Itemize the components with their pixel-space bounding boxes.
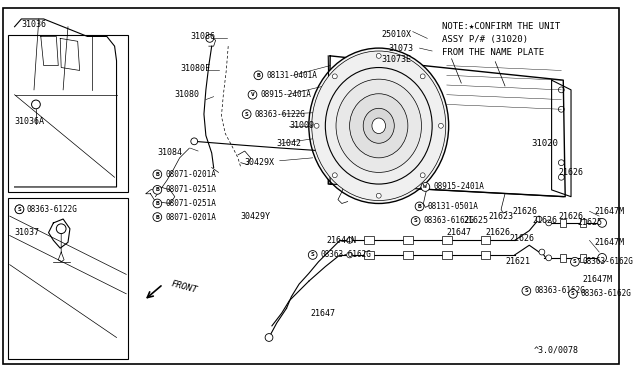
- Text: 08071-0201A: 08071-0201A: [165, 170, 216, 179]
- Text: 21647M: 21647M: [595, 207, 625, 216]
- Bar: [364, 237, 374, 244]
- Circle shape: [522, 286, 531, 295]
- Bar: [561, 254, 566, 262]
- Bar: [580, 219, 586, 227]
- Bar: [561, 219, 566, 227]
- Text: 21623: 21623: [488, 212, 513, 221]
- Bar: [481, 237, 490, 244]
- Text: 21626: 21626: [532, 217, 557, 225]
- Text: 08071-0251A: 08071-0251A: [165, 199, 216, 208]
- Text: B: B: [257, 73, 260, 78]
- Circle shape: [412, 217, 420, 225]
- Circle shape: [421, 183, 429, 191]
- Circle shape: [438, 124, 444, 128]
- Text: 21647M: 21647M: [595, 238, 625, 247]
- Text: 21644N: 21644N: [326, 236, 356, 245]
- Text: 30429Y: 30429Y: [241, 212, 271, 221]
- Bar: [442, 251, 452, 259]
- Circle shape: [420, 74, 425, 79]
- Text: 31037: 31037: [15, 228, 40, 237]
- Ellipse shape: [336, 79, 422, 172]
- Text: V: V: [251, 92, 254, 97]
- Bar: [481, 251, 490, 259]
- Bar: [580, 254, 586, 262]
- Bar: [364, 251, 374, 259]
- Ellipse shape: [364, 108, 394, 143]
- Text: S: S: [17, 207, 21, 212]
- Circle shape: [420, 173, 425, 178]
- Bar: [442, 237, 452, 244]
- Bar: [403, 251, 413, 259]
- Text: 21626: 21626: [510, 234, 535, 243]
- Circle shape: [332, 173, 337, 178]
- Bar: [403, 237, 413, 244]
- Circle shape: [248, 90, 257, 99]
- Circle shape: [153, 170, 162, 179]
- Text: 30429X: 30429X: [244, 158, 275, 167]
- Text: FRONT: FRONT: [170, 279, 198, 295]
- Text: B: B: [156, 187, 159, 192]
- Text: 21625: 21625: [578, 218, 603, 227]
- Text: 21625: 21625: [463, 217, 488, 225]
- Text: S: S: [414, 218, 417, 224]
- Text: 08131-0501A: 08131-0501A: [428, 202, 478, 211]
- Text: B: B: [156, 172, 159, 177]
- Text: 21626: 21626: [559, 212, 584, 221]
- Text: 08363-6162G: 08363-6162G: [321, 250, 371, 259]
- Text: S: S: [524, 288, 528, 294]
- Text: 21621: 21621: [505, 257, 530, 266]
- Text: 08363-6162G: 08363-6162G: [580, 289, 632, 298]
- Circle shape: [153, 199, 162, 208]
- Text: 31009: 31009: [289, 121, 314, 130]
- Circle shape: [570, 257, 579, 266]
- Circle shape: [15, 205, 24, 214]
- Circle shape: [536, 216, 542, 222]
- Circle shape: [376, 54, 381, 58]
- Circle shape: [568, 289, 577, 298]
- Circle shape: [415, 202, 424, 211]
- Ellipse shape: [309, 48, 449, 203]
- Text: NOTE:★CONFIRM THE UNIT
ASSY P/# (31020)
FROM THE NAME PLATE: NOTE:★CONFIRM THE UNIT ASSY P/# (31020) …: [442, 22, 560, 57]
- Circle shape: [332, 74, 337, 79]
- Circle shape: [559, 174, 564, 180]
- Ellipse shape: [372, 118, 385, 134]
- Text: S: S: [573, 259, 577, 264]
- Text: 21647: 21647: [447, 228, 472, 237]
- Text: 21647M: 21647M: [582, 275, 612, 284]
- Text: B: B: [418, 204, 421, 209]
- Text: 31020: 31020: [531, 139, 558, 148]
- Text: B: B: [156, 215, 159, 219]
- Circle shape: [347, 252, 353, 258]
- Circle shape: [243, 110, 251, 119]
- Text: 21626: 21626: [513, 207, 538, 216]
- Text: 08915-2401A: 08915-2401A: [260, 90, 311, 99]
- Circle shape: [347, 237, 353, 243]
- Text: B: B: [156, 201, 159, 206]
- Text: 31086: 31086: [190, 32, 215, 41]
- Bar: [8, 198, 128, 359]
- Text: S: S: [244, 112, 248, 117]
- Circle shape: [153, 213, 162, 221]
- Text: 31042: 31042: [276, 139, 302, 148]
- Circle shape: [314, 124, 319, 128]
- Ellipse shape: [325, 68, 432, 184]
- Text: 08363-6162G: 08363-6162G: [534, 286, 585, 295]
- Circle shape: [598, 253, 607, 262]
- Circle shape: [265, 334, 273, 341]
- Text: S: S: [311, 253, 315, 257]
- Circle shape: [308, 251, 317, 259]
- Text: 31036: 31036: [21, 20, 46, 29]
- Circle shape: [559, 106, 564, 112]
- Text: 08915-2401A: 08915-2401A: [433, 183, 484, 192]
- Text: 21626: 21626: [559, 168, 584, 177]
- Text: W: W: [424, 185, 428, 189]
- Circle shape: [206, 35, 214, 42]
- Text: 08363-6122G: 08363-6122G: [255, 110, 305, 119]
- Circle shape: [559, 160, 564, 166]
- Text: 08363-6162G: 08363-6162G: [424, 217, 474, 225]
- Circle shape: [598, 218, 607, 227]
- Text: 31084: 31084: [157, 148, 182, 157]
- Text: ^3.0/0078: ^3.0/0078: [534, 346, 579, 355]
- Text: 31036A: 31036A: [15, 118, 45, 126]
- Circle shape: [539, 249, 545, 255]
